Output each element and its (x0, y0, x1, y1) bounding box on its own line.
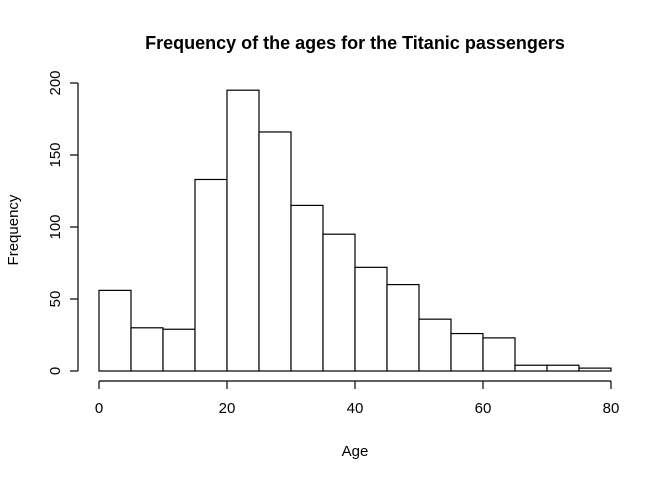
y-tick-label: 100 (47, 214, 64, 239)
histogram-bar (290, 204, 324, 372)
x-tick-label: 40 (347, 400, 364, 417)
y-tick-label: 50 (47, 291, 64, 308)
bars-group (98, 89, 612, 372)
x-axis-label: Age (342, 443, 369, 460)
histogram-bar (514, 364, 548, 372)
histogram-bar (450, 332, 484, 372)
histogram-bar (354, 266, 388, 372)
chart-title: Frequency of the ages for the Titanic pa… (145, 33, 565, 53)
histogram-bar (162, 328, 196, 372)
histogram-bar (98, 289, 132, 372)
x-tick-label: 0 (95, 400, 103, 417)
x-tick-label: 60 (475, 400, 492, 417)
y-tick-label: 200 (47, 70, 64, 95)
histogram-bar (418, 318, 452, 372)
y-tick-label: 0 (47, 367, 64, 375)
histogram-bar (482, 337, 516, 372)
histogram-bar (322, 233, 356, 372)
histogram-bar (130, 327, 164, 372)
histogram-bar (386, 284, 420, 372)
x-tick-label: 20 (219, 400, 236, 417)
y-axis-label: Frequency (5, 194, 22, 265)
histogram-bar (194, 178, 228, 372)
x-axis: 0 20 40 60 80 (95, 380, 620, 417)
histogram-bar (578, 367, 612, 372)
y-tick-label: 150 (47, 142, 64, 167)
x-tick-label: 80 (603, 400, 620, 417)
histogram-bar (226, 89, 260, 372)
histogram-bar (258, 131, 292, 372)
histogram-bar (546, 364, 580, 372)
y-axis: 0 50 100 150 200 (47, 70, 79, 375)
